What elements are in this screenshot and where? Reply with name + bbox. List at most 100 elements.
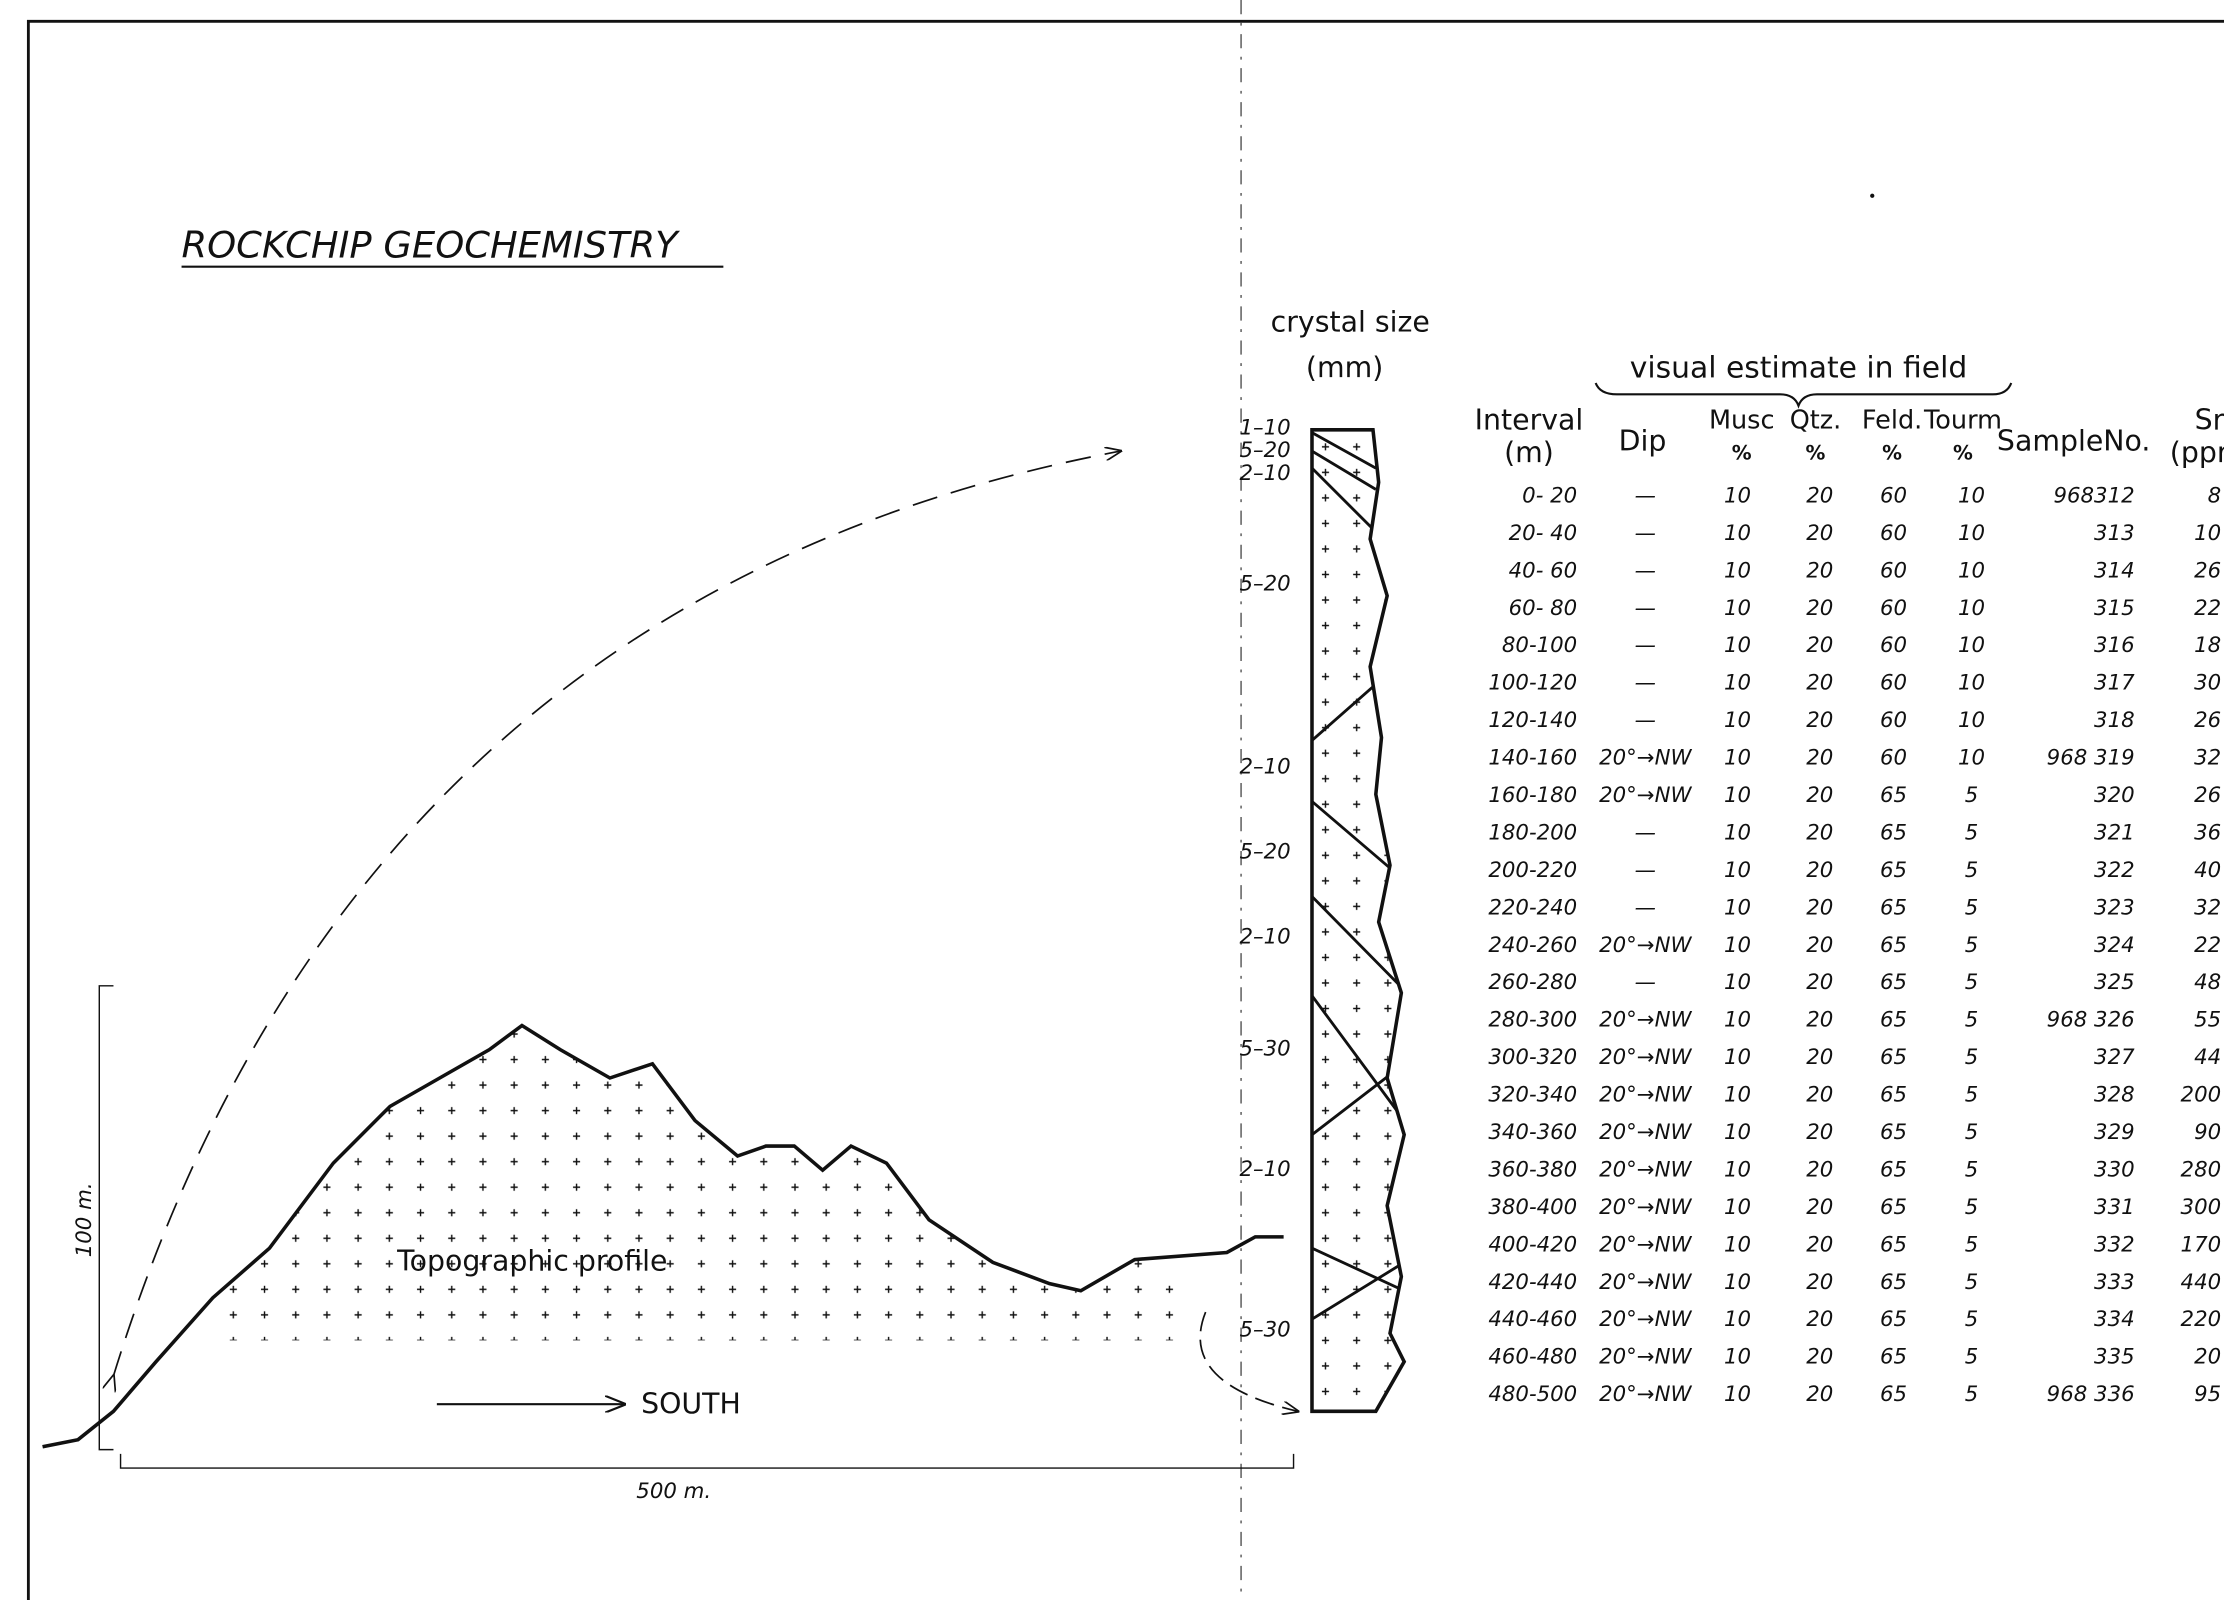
table-cell: 18 — [2194, 633, 2221, 658]
table-cell: 313 — [2094, 521, 2135, 546]
table-cell: 20 — [1806, 1083, 1833, 1108]
table-cell: 325 — [2094, 970, 2135, 995]
table-cell: 20 — [1806, 1232, 1833, 1257]
group-brace — [1596, 383, 2012, 406]
table-cell: 320 — [2094, 783, 2135, 808]
table-cell: 10 — [1724, 521, 1751, 546]
table-cell: 200-220 — [1488, 858, 1577, 883]
table-cell: 5 — [1965, 1083, 1979, 1108]
column-header: Qtz. — [1790, 405, 1842, 435]
column-title: crystal size — [1271, 305, 1430, 338]
crystal-size-label: 2–10 — [1239, 754, 1290, 779]
table-cell: 480-500 — [1488, 1382, 1577, 1407]
table-cell: 968 319 — [2047, 746, 2135, 771]
table-cell: 32 — [2194, 746, 2221, 771]
table-cell: 60 — [1880, 746, 1907, 771]
table-cell: 60- 80 — [1509, 596, 1578, 621]
table-cell: 20°→NW — [1599, 1045, 1692, 1070]
table-cell: 20°→NW — [1599, 1345, 1692, 1370]
table-cell: 280-300 — [1488, 1008, 1577, 1033]
table-cell: — — [1635, 558, 1656, 583]
table-cell: 65 — [1880, 895, 1907, 920]
table-cell: 440-460 — [1488, 1307, 1577, 1332]
table-cell: 95 — [2194, 1382, 2221, 1407]
table-cell: 20°→NW — [1599, 1195, 1692, 1220]
table-cell: 321 — [2094, 820, 2135, 845]
table-cell: 300 — [2181, 1195, 2222, 1220]
table-cell: 100-120 — [1488, 671, 1577, 696]
direction-label: SOUTH — [641, 1388, 741, 1421]
table-cell: 20 — [1806, 1270, 1833, 1295]
table-cell: 20°→NW — [1599, 1083, 1692, 1108]
table-cell: 20 — [1806, 1120, 1833, 1145]
table-cell: 10 — [1958, 633, 1985, 658]
table-cell: 5 — [1965, 1008, 1979, 1033]
table-cell: 329 — [2094, 1120, 2135, 1145]
table-cell: 10 — [1724, 1232, 1751, 1257]
table-cell: 20 — [1806, 1345, 1833, 1370]
table-cell: 55 — [2194, 1008, 2221, 1033]
table-cell: 332 — [2094, 1232, 2135, 1257]
table-cell: 20°→NW — [1599, 1157, 1692, 1182]
column-header: Musc — [1709, 405, 1775, 435]
table-cell: 65 — [1880, 1157, 1907, 1182]
table-cell: 40- 60 — [1509, 558, 1578, 583]
table-cell: 10 — [1724, 633, 1751, 658]
table-cell: 328 — [2094, 1083, 2135, 1108]
table-cell: 20 — [2194, 1345, 2221, 1370]
table-cell: 10 — [1958, 671, 1985, 696]
table-cell: 314 — [2094, 558, 2135, 583]
table-cell: 65 — [1880, 1270, 1907, 1295]
table-cell: 317 — [2094, 671, 2135, 696]
table-cell: 10 — [1724, 1345, 1751, 1370]
table-cell: 280 — [2181, 1157, 2222, 1182]
table-cell: 20°→NW — [1599, 1270, 1692, 1295]
table-cell: 5 — [1965, 1195, 1979, 1220]
table-cell: 32 — [2194, 895, 2221, 920]
column-header: % — [1806, 441, 1826, 464]
table-cell: 20°→NW — [1599, 746, 1692, 771]
table-cell: 5 — [1965, 1120, 1979, 1145]
table-cell: 5 — [1965, 970, 1979, 995]
table-cell: 10 — [1724, 1083, 1751, 1108]
table-cell: 5 — [1965, 895, 1979, 920]
table-cell: 20 — [1806, 970, 1833, 995]
table-cell: 316 — [2094, 633, 2135, 658]
table-cell: 10 — [1724, 558, 1751, 583]
table-cell: 20- 40 — [1509, 521, 1578, 546]
table-cell: — — [1635, 633, 1656, 658]
table-cell: 5 — [1965, 858, 1979, 883]
table-cell: 10 — [2194, 521, 2221, 546]
table-cell: 10 — [1958, 708, 1985, 733]
table-cell: 323 — [2094, 895, 2135, 920]
table-cell: 20 — [1806, 820, 1833, 845]
crystal-size-label: 2–10 — [1239, 461, 1290, 486]
table-cell: 65 — [1880, 1195, 1907, 1220]
table-cell: 440 — [2181, 1270, 2222, 1295]
horizontal-scale-bar — [121, 1454, 1294, 1468]
table-cell: 8 — [2208, 483, 2222, 508]
table-cell: 10 — [1724, 1045, 1751, 1070]
crystal-size-label: 5–30 — [1239, 1037, 1290, 1062]
table-cell: 327 — [2094, 1045, 2135, 1070]
table-cell: 65 — [1880, 820, 1907, 845]
table-cell: 330 — [2094, 1157, 2135, 1182]
table-cell: 20 — [1806, 483, 1833, 508]
table-cell: 20°→NW — [1599, 1382, 1692, 1407]
crystal-size-label: 5–30 — [1239, 1317, 1290, 1342]
table-cell: 331 — [2094, 1195, 2135, 1220]
table-cell: 10 — [1724, 708, 1751, 733]
table-cell: 360-380 — [1488, 1157, 1577, 1182]
table-cell: 22 — [2194, 596, 2221, 621]
table-cell: 20 — [1806, 1157, 1833, 1182]
table-cell: 65 — [1880, 1120, 1907, 1145]
table-cell: 20 — [1806, 858, 1833, 883]
table-cell: 26 — [2194, 558, 2221, 583]
table-cell: 968312 — [2053, 483, 2134, 508]
table-cell: 320-340 — [1488, 1083, 1577, 1108]
table-cell: 65 — [1880, 1382, 1907, 1407]
table-cell: 65 — [1880, 1232, 1907, 1257]
column-header: SampleNo. — [1997, 425, 2150, 458]
horizontal-scale: 500 m. — [636, 1479, 711, 1504]
table-cell: 20 — [1806, 558, 1833, 583]
